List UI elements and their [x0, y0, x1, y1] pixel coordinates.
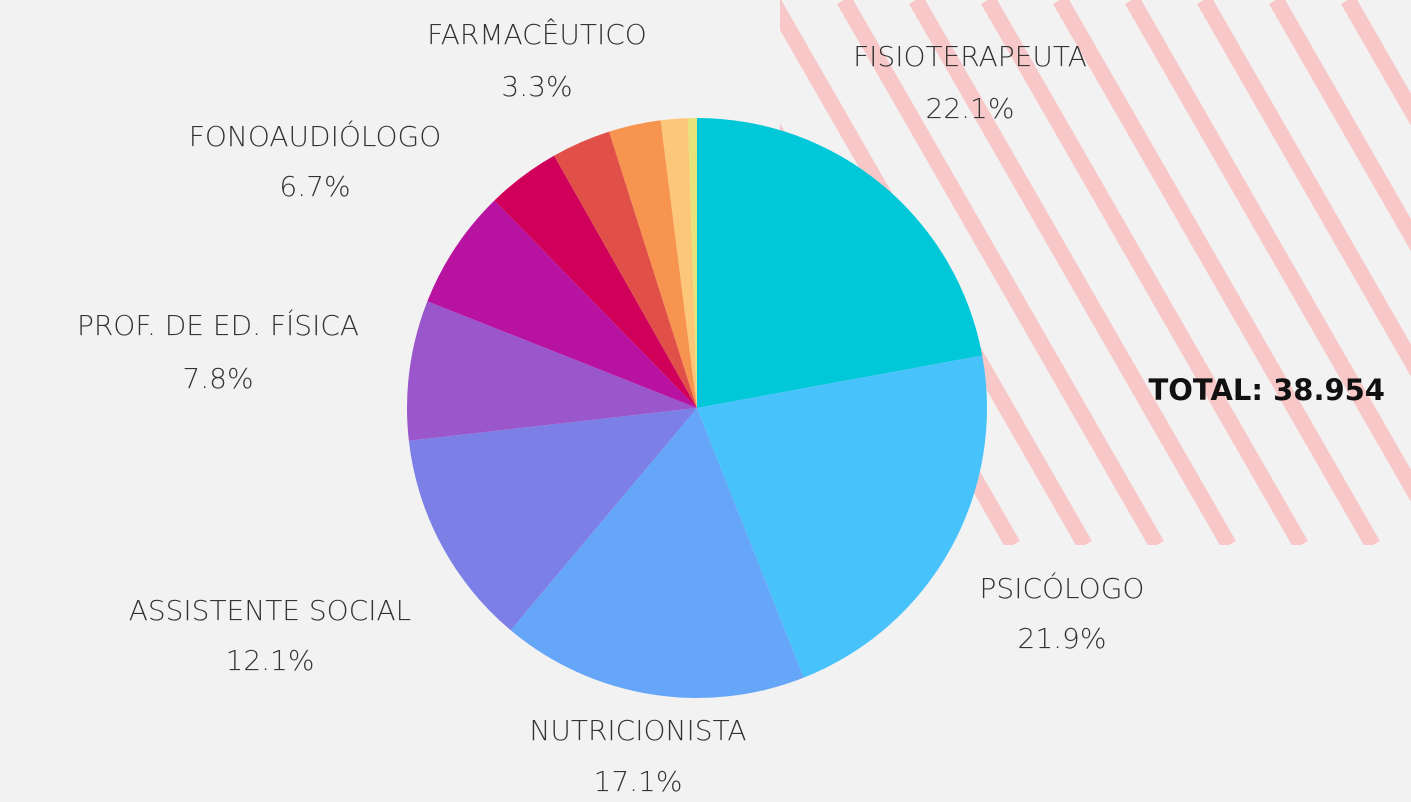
slice-value: 21.9%: [1018, 622, 1107, 655]
stripe: [1053, 0, 1380, 545]
pie-slice: [408, 408, 697, 631]
slice-value: 12.1%: [226, 644, 315, 677]
stripe: [1125, 0, 1411, 502]
stripe: [837, 0, 1164, 545]
pie-slice: [687, 118, 697, 408]
pie: [407, 118, 987, 699]
slice-label: FISIOTERAPEUTA: [853, 40, 1087, 73]
slice-value: 22.1%: [926, 92, 1015, 125]
pie-slice: [494, 155, 697, 408]
slice-label: FONOAUDIÓLOGO: [189, 119, 442, 153]
pie-slice: [609, 120, 697, 408]
slice-label: PROF. DE ED. FÍSICA: [77, 308, 359, 342]
total-label: TOTAL: 38.954: [1149, 373, 1386, 407]
stripe: [1197, 0, 1411, 377]
pie-slice: [510, 408, 804, 699]
stripe: [1269, 0, 1411, 252]
stripe: [981, 0, 1308, 545]
slice-value: 7.8%: [182, 362, 253, 395]
slice-label: PSICÓLOGO: [980, 571, 1145, 605]
pie-slice: [660, 118, 697, 408]
slice-label: NUTRICIONISTA: [529, 714, 746, 747]
slice-value: 3.3%: [501, 70, 572, 103]
slice-label: ASSISTENTE SOCIAL: [129, 594, 412, 627]
stripe: [1341, 0, 1411, 126]
slice-value: 17.1%: [594, 765, 683, 798]
pie-slice: [697, 355, 987, 678]
stripe: [909, 0, 1236, 545]
pie-slice: [554, 131, 697, 408]
slice-value: 6.7%: [279, 170, 350, 203]
pie-slice: [427, 200, 697, 408]
pie-slice: [407, 301, 697, 441]
slice-label: FARMACÊUTICO: [427, 17, 647, 51]
pie-slice: [697, 118, 983, 408]
